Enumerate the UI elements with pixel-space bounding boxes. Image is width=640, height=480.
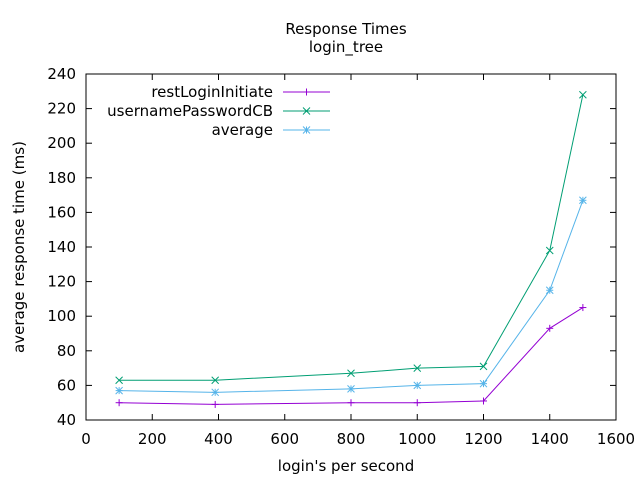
data-point-usernamePasswordCB [413, 364, 422, 372]
data-point-average-stroke [413, 381, 422, 390]
legend-label-average: average [212, 121, 273, 139]
series-average [115, 196, 587, 397]
data-point-restLoginInitiate [579, 304, 587, 312]
x-tick-label: 1200 [464, 430, 502, 448]
legend-marker-restLoginInitiate [303, 88, 310, 96]
x-tick-label: 1600 [597, 430, 635, 448]
y-tick-label: 40 [57, 411, 76, 429]
legend-marker-usernamePasswordCB-stroke [302, 107, 311, 115]
legend-marker-average-stroke [302, 126, 311, 134]
legend-label-restLoginInitiate: restLoginInitiate [151, 83, 273, 101]
data-point-restLoginInitiate [211, 400, 219, 408]
data-point-average [115, 386, 123, 395]
data-point-average-stroke [545, 286, 554, 295]
series-layer [115, 90, 587, 408]
data-point-restLoginInitiate [115, 399, 123, 407]
data-point-restLoginInitiate [480, 397, 487, 405]
series-line-average [119, 200, 584, 393]
data-point-average [413, 381, 422, 390]
data-point-usernamePasswordCB-stroke [479, 362, 488, 371]
y-tick-label: 60 [57, 376, 76, 394]
series-restLoginInitiate [115, 304, 587, 408]
legend-label-usernamePasswordCB: usernamePasswordCB [107, 102, 273, 120]
y-axis-label: average response time (ms) [10, 141, 28, 353]
chart-title: Response Times [285, 20, 407, 38]
data-point-restLoginInitiate [347, 399, 355, 407]
x-tick-label: 600 [270, 430, 299, 448]
legend: restLoginInitiateusernamePasswordCBavera… [107, 83, 330, 139]
data-point-usernamePasswordCB [115, 376, 123, 385]
data-point-average-stroke [347, 385, 355, 393]
y-tick-label: 100 [47, 307, 76, 325]
y-tick-label: 240 [47, 65, 76, 83]
data-point-usernamePasswordCB-stroke [413, 364, 422, 372]
x-tick-label: 200 [138, 430, 167, 448]
data-point-usernamePasswordCB [545, 246, 554, 255]
data-point-usernamePasswordCB-stroke [211, 376, 220, 385]
data-point-restLoginInitiate [546, 324, 554, 332]
plot-frame [85, 73, 617, 421]
y-tick-label: 140 [47, 238, 76, 256]
data-point-usernamePasswordCB [347, 369, 355, 378]
x-tick-label: 800 [337, 430, 366, 448]
x-tick-label: 1400 [531, 430, 569, 448]
y-tick-label: 80 [57, 342, 76, 360]
series-line-usernamePasswordCB [119, 94, 584, 381]
data-point-usernamePasswordCB-stroke [115, 376, 123, 385]
y-tick-label: 220 [47, 100, 76, 118]
legend-marker-usernamePasswordCB [302, 107, 311, 115]
legend-marker-average [302, 126, 311, 134]
x-axis-ticks: 0 200 400 600 800 1000 1200 1400 1600 [81, 74, 635, 448]
data-point-average [579, 196, 587, 205]
data-point-restLoginInitiate [413, 399, 421, 407]
data-point-usernamePasswordCB [479, 362, 488, 371]
x-tick-label: 400 [204, 430, 233, 448]
y-axis-ticks: 40 60 80 100 120 140 160 180 200 220 240 [47, 65, 616, 429]
y-tick-label: 180 [47, 169, 76, 187]
data-point-average-stroke [211, 388, 220, 397]
data-point-usernamePasswordCB-stroke [579, 90, 587, 99]
data-point-average-stroke [579, 196, 587, 205]
data-point-average-stroke [115, 386, 123, 395]
data-point-usernamePasswordCB [579, 90, 587, 99]
data-point-average [545, 286, 554, 295]
data-point-usernamePasswordCB-stroke [545, 246, 554, 255]
x-tick-label: 0 [81, 430, 91, 448]
data-point-average [211, 388, 220, 397]
data-point-average [479, 379, 488, 388]
y-tick-label: 200 [47, 134, 76, 152]
y-tick-label: 160 [47, 203, 76, 221]
chart-subtitle: login_tree [309, 38, 383, 57]
x-tick-label: 1000 [398, 430, 436, 448]
data-point-usernamePasswordCB-stroke [347, 369, 355, 378]
x-axis-label: login's per second [278, 457, 414, 475]
series-usernamePasswordCB [115, 90, 587, 385]
data-point-average [347, 385, 355, 393]
y-tick-label: 120 [47, 273, 76, 291]
data-point-average-stroke [479, 379, 488, 388]
data-point-usernamePasswordCB [211, 376, 220, 385]
